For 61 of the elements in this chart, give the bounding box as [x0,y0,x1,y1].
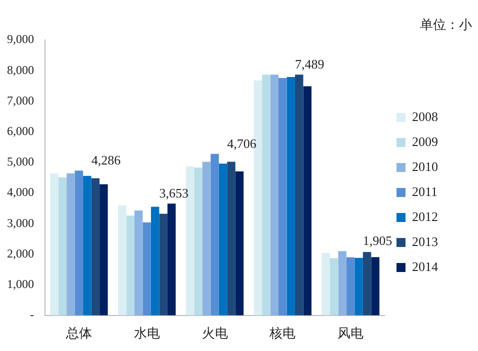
legend-label: 2013 [412,234,438,249]
legend-label: 2014 [412,258,438,274]
bar [202,162,211,316]
bar [346,257,355,316]
bar [118,205,126,316]
x-tick-label: 核电 [268,326,296,341]
text: 单位：小 [420,16,472,34]
y-tick-label: 8,000 [7,62,34,77]
bar [354,258,363,316]
x-tick-label: 水电 [134,326,160,341]
bar [371,257,380,316]
x-tick-label: 总体 [64,326,92,341]
bar [194,168,202,316]
y-tick-label: 4,000 [7,185,34,200]
y-tick-label: - [30,308,34,322]
bar [227,162,236,316]
bar [100,184,108,316]
y-tick-label: 2,000 [7,246,34,260]
data-label: 7,489 [295,56,324,72]
data-label: 4,286 [91,152,122,168]
bar [262,74,270,316]
bar [338,251,346,316]
bar [134,210,143,316]
y-tick-label: 3,000 [7,216,34,230]
bar [142,222,151,316]
data-label: 4,706 [227,136,257,151]
bar [362,252,372,316]
bar [66,173,75,316]
data-label: 3,653 [159,186,188,201]
legend-label: 2012 [412,208,438,224]
bar [83,176,92,316]
bar [278,78,287,316]
bar [270,74,279,316]
x-tick-label: 风电 [338,326,364,341]
bar [235,171,244,316]
y-tick-label: 9,000 [7,32,34,46]
bar [159,214,168,316]
bar [286,77,296,316]
y-tick-label: 5,000 [7,154,34,169]
bar [218,164,228,316]
y-tick-label: 6,000 [7,124,34,138]
legend-label: 2011 [412,184,438,199]
bar [91,178,100,316]
bar [322,252,330,316]
data-label: 1,905 [362,233,392,248]
bar [167,204,176,316]
bar [50,173,58,316]
bar [58,177,67,316]
bar [330,258,338,316]
legend-label: 2010 [412,158,438,174]
bar [295,74,304,316]
y-tick-label: 1,000 [7,276,34,291]
bar [74,170,84,316]
bar [210,154,219,316]
x-tick-label: 火电 [202,326,228,341]
legend-label: 2008 [412,108,438,124]
bar [150,206,160,316]
bar [303,86,312,316]
legend-label: 2009 [412,134,438,149]
bar [126,216,134,316]
y-tick-label: 7,000 [7,93,34,108]
